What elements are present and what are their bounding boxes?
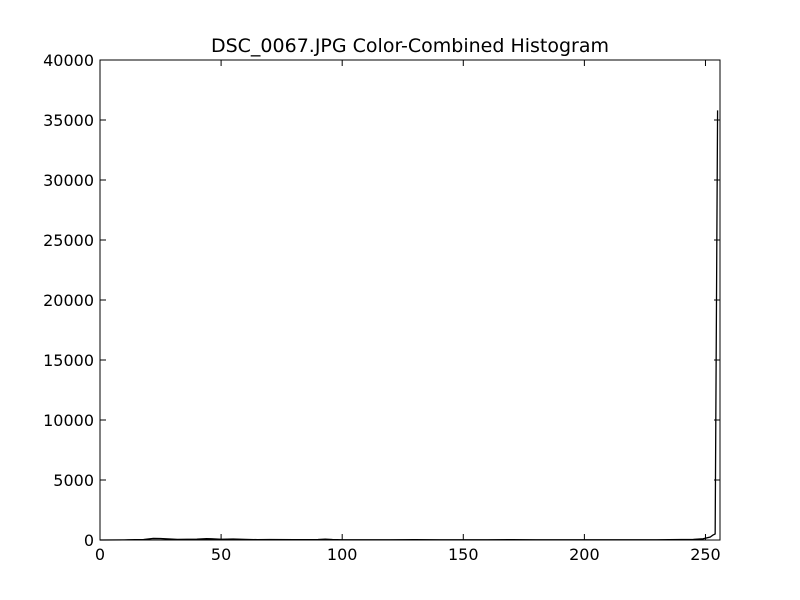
x-tick-label: 250 — [690, 545, 721, 564]
plot-frame — [99, 59, 721, 541]
x-tick-label: 100 — [327, 545, 358, 564]
y-tick-label: 35000 — [43, 111, 94, 130]
y-tick-label: 15000 — [43, 351, 94, 370]
y-tick-label: 5000 — [53, 471, 94, 490]
y-tick-label: 40000 — [43, 51, 94, 70]
y-tick-label: 20000 — [43, 291, 94, 310]
series-lines — [99, 110, 719, 541]
x-tick-label: 50 — [211, 545, 231, 564]
x-tick-label: 150 — [448, 545, 479, 564]
y-tick-label: 10000 — [43, 411, 94, 430]
chart-title: DSC_0067.JPG Color-Combined Histogram — [210, 35, 610, 57]
y-tick-label: 30000 — [43, 171, 94, 190]
tick-marks — [99, 59, 720, 541]
y-tick-label: 0 — [84, 531, 94, 550]
tick-labels: 0 50 100 150 200 250 0 5000 10000 15000 20000 25000… — [43, 51, 721, 564]
y-tick-label: 25000 — [43, 231, 94, 250]
x-tick-label: 200 — [569, 545, 600, 564]
x-tick-label: 0 — [95, 545, 105, 564]
histogram-line — [99, 110, 719, 541]
